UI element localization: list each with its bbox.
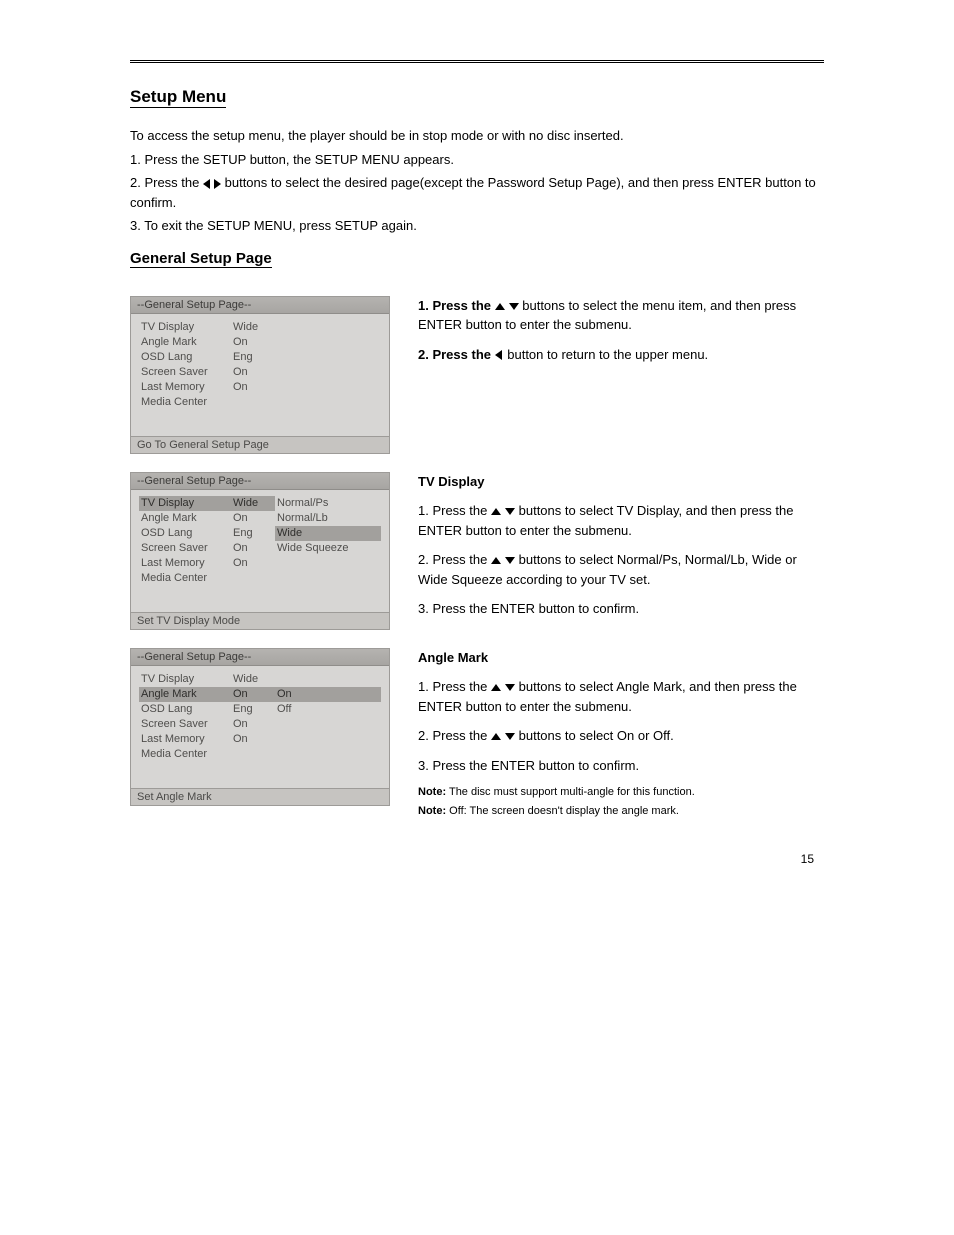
intro-step3: 3. To exit the SETUP MENU, press SETUP a… [130,216,824,236]
osd3-footer: Set Angle Mark [131,788,389,805]
block2-step3: 3. Press the ENTER button to confirm. [418,599,824,619]
right-arrow-icon [214,179,221,189]
page-container: Setup Menu To access the setup menu, the… [0,0,954,884]
osd-menu-item: Last Memory [139,556,231,571]
block2-instructions: TV Display 1. Press the buttons to selec… [418,472,824,629]
osd-screenshot-2: --General Setup Page-- TV DisplayAngle M… [130,472,390,630]
osd-menu-item: Screen Saver [139,365,231,380]
intro-step1: 1. Press the SETUP button, the SETUP MEN… [130,150,824,170]
block2-label: TV Display [418,474,484,489]
osd-menu-value: Eng [231,350,275,365]
down-arrow-icon [505,684,515,691]
osd-menu-value: On [231,335,275,350]
heading-general-setup: General Setup Page [130,250,272,268]
osd-menu-item: Angle Mark [139,335,231,350]
osd-menu-item: OSD Lang [139,350,231,365]
osd-menu-value: Eng [231,526,275,541]
osd-option: Normal/Ps [275,496,381,511]
osd-option: Wide Squeeze [275,541,381,556]
block3-step1-pre: 1. Press the [418,679,487,694]
osd3-title: --General Setup Page-- [131,649,389,666]
osd-menu-value: On [231,687,275,702]
osd-screenshot-3: --General Setup Page-- TV DisplayAngle M… [130,648,390,806]
block3-instructions: Angle Mark 1. Press the buttons to selec… [418,648,824,824]
up-arrow-icon [491,684,501,691]
osd-menu-value: Wide [231,320,275,335]
block1-instructions: 1. Press the buttons to select the menu … [418,296,824,375]
osd-menu-item: Screen Saver [139,717,231,732]
osd-menu-value: Wide [231,496,275,511]
osd-menu-item: OSD Lang [139,702,231,717]
down-arrow-icon [505,508,515,515]
heading-setup-menu: Setup Menu [130,87,226,108]
osd-menu-value [231,395,275,410]
block1-step2-pre: 2. Press the [418,347,491,362]
osd-menu-value: On [231,717,275,732]
osd-menu-value [231,571,275,586]
block3-step3: 3. Press the ENTER button to confirm. [418,756,824,776]
osd1-footer: Go To General Setup Page [131,436,389,453]
intro-step2-pre: 2. Press the [130,175,199,190]
osd2-footer: Set TV Display Mode [131,612,389,629]
osd-menu-item: Media Center [139,747,231,762]
page-number: 15 [801,852,814,866]
down-arrow-icon [505,557,515,564]
osd1-title: --General Setup Page-- [131,297,389,314]
up-arrow-icon [491,733,501,740]
block2-step2-pre: 2. Press the [418,552,487,567]
osd-option: Off [275,702,381,717]
block1-step1-pre: 1. Press the [418,298,491,313]
osd-menu-item: TV Display [139,496,231,511]
up-arrow-icon [491,557,501,564]
osd-menu-item: TV Display [139,320,231,335]
osd-menu-value: On [231,732,275,747]
block3-row: --General Setup Page-- TV DisplayAngle M… [130,648,824,824]
osd2-body: TV DisplayAngle MarkOSD LangScreen Saver… [131,490,389,612]
osd-menu-item: OSD Lang [139,526,231,541]
osd1-body: TV DisplayAngle MarkOSD LangScreen Saver… [131,314,389,436]
block2-step1-pre: 1. Press the [418,503,487,518]
block2-row: --General Setup Page-- TV DisplayAngle M… [130,472,824,630]
intro-paragraph: To access the setup menu, the player sho… [130,126,824,146]
osd-menu-item: Screen Saver [139,541,231,556]
block1-row: --General Setup Page-- TV DisplayAngle M… [130,296,824,454]
block3-step2-pre: 2. Press the [418,728,487,743]
osd-menu-item: TV Display [139,672,231,687]
osd2-title: --General Setup Page-- [131,473,389,490]
osd-menu-item: Media Center [139,571,231,586]
osd-menu-value: On [231,380,275,395]
osd-menu-item: Angle Mark [139,687,231,702]
intro-step2: 2. Press the buttons to select the desir… [130,173,824,212]
block3-label: Angle Mark [418,650,488,665]
osd-menu-item: Angle Mark [139,511,231,526]
osd-menu-value: Wide [231,672,275,687]
osd-option: Normal/Lb [275,511,381,526]
osd-menu-value: On [231,511,275,526]
top-rule [130,60,824,63]
left-arrow-icon [203,179,210,189]
osd-menu-value: On [231,541,275,556]
note2: Note: Off: The screen doesn't display th… [418,804,824,819]
osd-menu-item: Media Center [139,395,231,410]
osd-screenshot-1: --General Setup Page-- TV DisplayAngle M… [130,296,390,454]
osd-menu-item: Last Memory [139,732,231,747]
down-arrow-icon [505,733,515,740]
left-arrow-icon [495,350,502,360]
block3-step2-post: buttons to select On or Off. [519,728,674,743]
up-arrow-icon [495,303,505,310]
osd-menu-value [231,747,275,762]
intro-step2-post: buttons to select the desired page(excep… [130,175,816,210]
osd-option: On [275,687,381,702]
note1: Note: The disc must support multi-angle … [418,785,824,800]
up-arrow-icon [491,508,501,515]
osd-menu-value: On [231,556,275,571]
osd-menu-value: On [231,365,275,380]
block1-step2-post: button to return to the upper menu. [507,347,708,362]
down-arrow-icon [509,303,519,310]
osd3-body: TV DisplayAngle MarkOSD LangScreen Saver… [131,666,389,788]
osd-menu-item: Last Memory [139,380,231,395]
osd-option: Wide [275,526,381,541]
osd-menu-value: Eng [231,702,275,717]
